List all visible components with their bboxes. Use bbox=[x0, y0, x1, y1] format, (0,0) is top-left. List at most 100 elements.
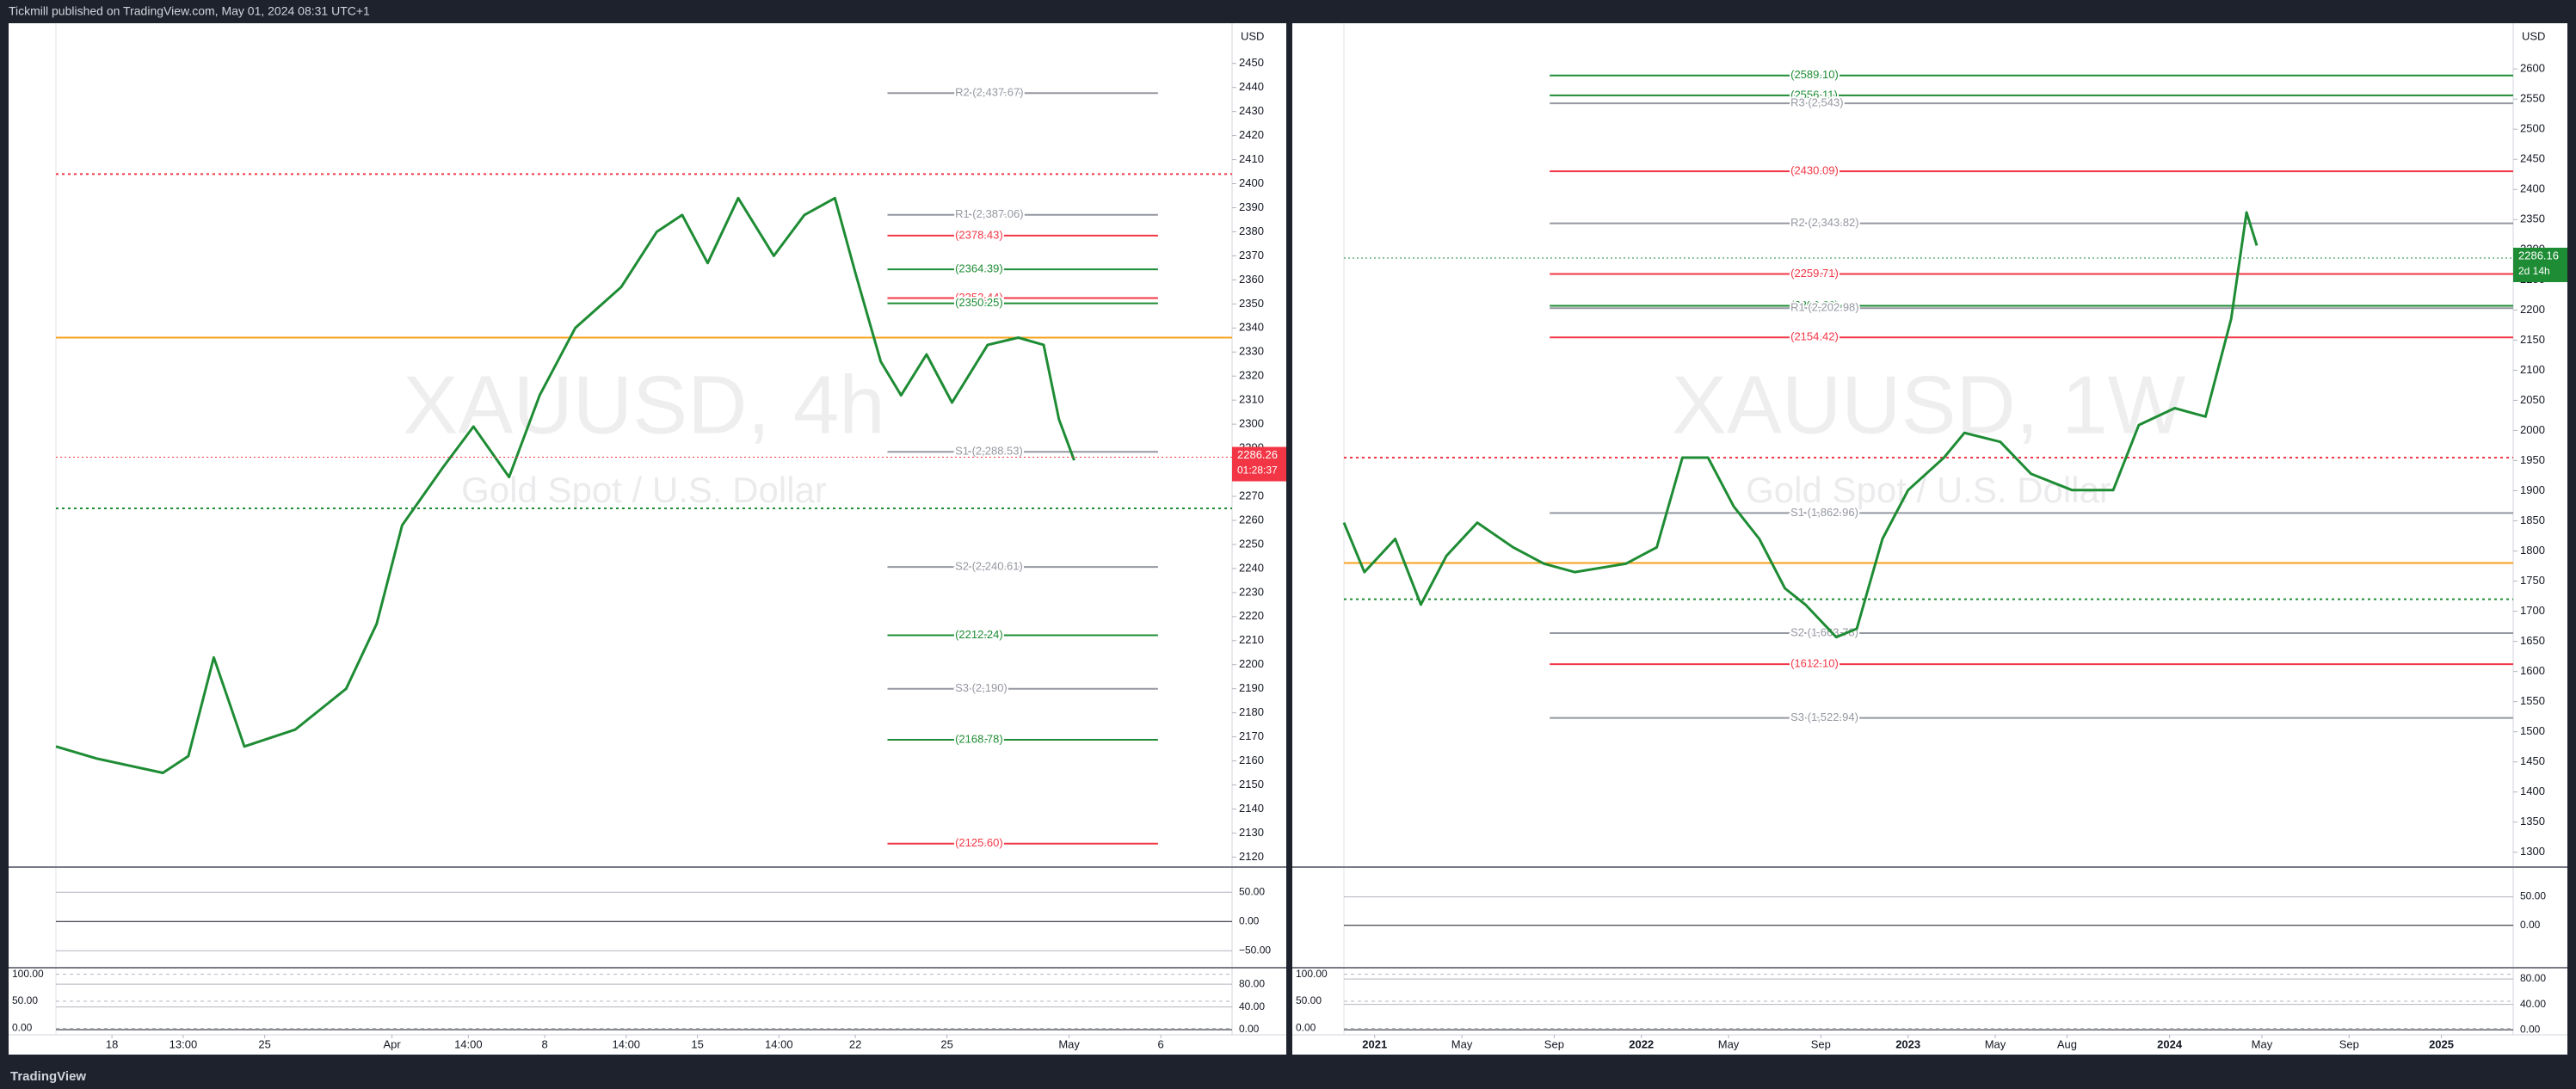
y-tick-label: 1700 bbox=[2520, 604, 2545, 617]
y-tick-label: 2550 bbox=[2520, 92, 2545, 105]
x-tick-label: Apr bbox=[383, 1037, 401, 1050]
y-tick-label: 1950 bbox=[2520, 453, 2545, 466]
x-tick-label: Sep bbox=[1811, 1037, 1831, 1050]
watermark-subtitle: Gold Spot / U.S. Dollar bbox=[1746, 470, 2111, 510]
y-tick-label: 2260 bbox=[1239, 513, 1264, 526]
level-label: S3 (2,190) bbox=[955, 681, 1008, 694]
x-tick-label: 13:00 bbox=[169, 1037, 198, 1050]
x-tick-label: 22 bbox=[849, 1037, 861, 1050]
y-tick-label: 2140 bbox=[1239, 802, 1264, 815]
level-label: R2 (2,437.67) bbox=[955, 86, 1024, 99]
y-tick-label: 2410 bbox=[1239, 152, 1264, 165]
level-label: (2350.25) bbox=[955, 296, 1003, 309]
osc-tick-label: 100.00 bbox=[12, 968, 44, 980]
y-tick-label: 1800 bbox=[2520, 544, 2545, 557]
y-tick-label: 1400 bbox=[2520, 784, 2545, 797]
watermark-title: XAUUSD, 1W bbox=[1672, 359, 2186, 451]
y-tick-label: 2130 bbox=[1239, 826, 1264, 839]
x-tick-label: 2021 bbox=[1362, 1037, 1387, 1050]
y-tick-label: 2170 bbox=[1239, 729, 1264, 742]
level-label: (2556.11) bbox=[1790, 88, 1838, 101]
osc-tick-label: −50.00 bbox=[1239, 944, 1271, 956]
y-tick-label: 2360 bbox=[1239, 273, 1264, 286]
osc-tick-label: 100.00 bbox=[1296, 968, 1328, 980]
panel bbox=[1292, 23, 2567, 1055]
osc-tick-label: 0.00 bbox=[1239, 914, 1260, 926]
osc-tick-label: 80.00 bbox=[2520, 972, 2546, 984]
countdown: 2d 14h bbox=[2518, 265, 2550, 277]
y-tick-label: 2430 bbox=[1239, 104, 1264, 117]
x-tick-label: May bbox=[2252, 1037, 2273, 1050]
level-label: R3 (2,543) bbox=[1790, 96, 1843, 109]
osc-tick-label: 40.00 bbox=[1239, 1000, 1265, 1012]
y-tick-label: 2200 bbox=[2520, 303, 2545, 316]
countdown: 01:28:37 bbox=[1237, 465, 1278, 477]
x-tick-label: 8 bbox=[541, 1037, 547, 1050]
level-label: S3 (1,522.94) bbox=[1790, 711, 1858, 723]
level-label: (2125.60) bbox=[955, 836, 1003, 849]
y-tick-label: 2450 bbox=[2520, 152, 2545, 165]
x-tick-label: 2023 bbox=[1895, 1037, 1920, 1050]
y-tick-label: 2400 bbox=[2520, 182, 2545, 195]
y-tick-label: 2340 bbox=[1239, 321, 1264, 334]
y-tick-label: 2370 bbox=[1239, 249, 1264, 261]
x-tick-label: 25 bbox=[940, 1037, 952, 1050]
watermark-subtitle: Gold Spot / U.S. Dollar bbox=[461, 470, 827, 510]
last-price-box bbox=[2513, 247, 2567, 282]
y-tick-label: 1500 bbox=[2520, 724, 2545, 737]
x-tick-label: 2022 bbox=[1629, 1037, 1654, 1050]
osc-tick-label: 40.00 bbox=[2520, 998, 2546, 1010]
y-tick-label: 2440 bbox=[1239, 80, 1264, 93]
y-tick-label: 2450 bbox=[1239, 56, 1264, 69]
y-tick-label: 2100 bbox=[2520, 363, 2545, 376]
level-label: R1 (2,387.06) bbox=[955, 207, 1024, 220]
y-tick-label: 1650 bbox=[2520, 634, 2545, 647]
y-tick-label: 1550 bbox=[2520, 694, 2545, 707]
y-tick-label: 1850 bbox=[2520, 514, 2545, 526]
x-tick-label: 14:00 bbox=[613, 1037, 641, 1050]
y-tick-label: 1750 bbox=[2520, 574, 2545, 587]
y-tick-label: 2220 bbox=[1239, 609, 1264, 622]
currency-label: USD bbox=[1241, 29, 1264, 42]
y-tick-label: 2050 bbox=[2520, 393, 2545, 406]
y-tick-label: 2210 bbox=[1239, 633, 1264, 646]
level-label: S2 (2,240.61) bbox=[955, 560, 1023, 573]
osc-tick-label: 50.00 bbox=[12, 994, 38, 1006]
y-tick-label: 2350 bbox=[2520, 212, 2545, 225]
y-tick-label: 2230 bbox=[1239, 585, 1264, 598]
y-tick-label: 1450 bbox=[2520, 754, 2545, 767]
level-label: (2212.24) bbox=[955, 628, 1003, 641]
y-tick-label: 2120 bbox=[1239, 850, 1264, 863]
x-tick-label: Sep bbox=[1544, 1037, 1564, 1050]
last-price: 2286.16 bbox=[2518, 249, 2559, 261]
x-tick-label: 2025 bbox=[2429, 1037, 2454, 1050]
last-price-box bbox=[1232, 446, 1286, 482]
level-label: (2352.44) bbox=[955, 291, 1003, 304]
level-label: (2430.09) bbox=[1790, 164, 1839, 177]
price-line bbox=[1342, 211, 2259, 639]
level-label: (2378.43) bbox=[955, 228, 1003, 241]
y-tick-label: 2160 bbox=[1239, 754, 1264, 766]
level-label: (2168.78) bbox=[955, 732, 1003, 745]
y-tick-label: 2420 bbox=[1239, 128, 1264, 141]
x-tick-label: May bbox=[1451, 1037, 1473, 1050]
y-tick-label: 2250 bbox=[1239, 537, 1264, 550]
y-tick-label: 2380 bbox=[1239, 225, 1264, 237]
y-tick-label: 2400 bbox=[1239, 176, 1264, 189]
price-line bbox=[55, 196, 1075, 774]
y-tick-label: 2000 bbox=[2520, 423, 2545, 436]
x-tick-label: May bbox=[1718, 1037, 1740, 1050]
x-tick-label: Aug bbox=[2057, 1037, 2077, 1050]
y-tick-label: 2310 bbox=[1239, 393, 1264, 406]
osc-tick-label: 0.00 bbox=[12, 1022, 33, 1034]
panel bbox=[9, 23, 1286, 1055]
y-tick-label: 2270 bbox=[1239, 489, 1264, 501]
header: Tickmill published on TradingView.com, M… bbox=[9, 4, 370, 18]
x-tick-label: 2024 bbox=[2157, 1037, 2183, 1050]
y-tick-label: 2180 bbox=[1239, 705, 1264, 718]
watermark-title: XAUUSD, 4h bbox=[403, 359, 884, 451]
x-tick-label: 14:00 bbox=[765, 1037, 793, 1050]
y-tick-label: 1350 bbox=[2520, 815, 2545, 828]
